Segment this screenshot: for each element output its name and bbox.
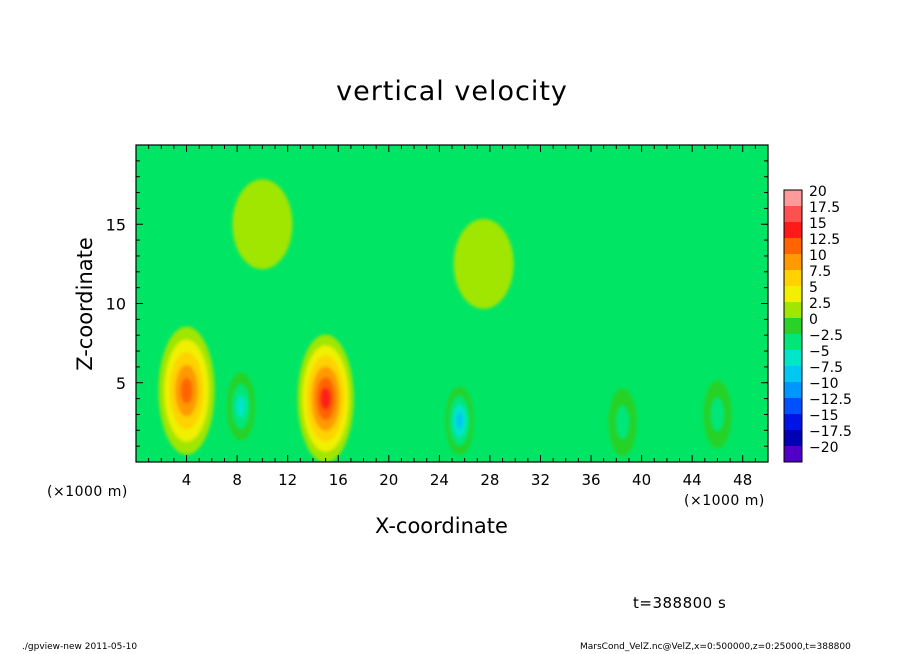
colorbar-swatch [784,366,802,383]
colorbar-label: 17.5 [809,200,840,216]
x-axis-label: X-coordinate [375,514,508,538]
colorbar-label: 12.5 [809,232,840,248]
feature-contour [615,405,630,440]
feature-4 [453,218,514,309]
colorbar: 2017.51512.5107.552.50−2.5−5−7.5−10−12.5… [783,184,852,463]
colorbar-label: −2.5 [809,328,843,344]
colorbar-label: 15 [809,216,827,232]
feature-contour [180,377,193,404]
x-tick-label: 44 [683,471,702,489]
colorbar-swatch [784,302,802,319]
feature-contour [456,412,464,430]
feature-contour [320,387,331,410]
feature-1 [297,334,354,462]
x-tick-label: 32 [531,471,550,489]
colorbar-swatch [784,446,802,463]
colorbar-label: −15 [809,408,839,424]
x-tick-label: 36 [581,471,600,489]
colorbar-swatch [784,350,802,367]
colorbar-swatch [784,334,802,351]
x-tick-label: 16 [329,471,348,489]
colorbar-swatch [784,286,802,303]
colorbar-label: 2.5 [809,296,831,312]
colorbar-label: −5 [809,344,830,360]
feature-5 [232,179,293,270]
x-tick-label: 28 [480,471,499,489]
y-axis-label: Z-coordinate [73,237,97,371]
chart-title: vertical velocity [336,76,568,107]
y-tick-label: 5 [116,374,126,393]
colorbar-label: 7.5 [809,264,831,280]
x-tick-label: 4 [182,471,192,489]
colorbar-label: −12.5 [809,392,852,408]
colorbar-swatch [784,270,802,287]
feature-7 [703,380,732,449]
colorbar-swatch [784,414,802,431]
time-label: t=388800 s [633,594,727,612]
x-tick-label: 40 [632,471,651,489]
feature-6 [608,388,637,457]
footer-right: MarsCond_VelZ.nc@VelZ,x=0:500000,z=0:250… [580,642,851,652]
colorbar-swatch [784,318,802,335]
colorbar-swatch [784,190,802,207]
colorbar-swatch [784,398,802,415]
feature-3 [445,386,474,455]
colorbar-label: 20 [809,184,827,200]
x-tick-label: 48 [733,471,752,489]
colorbar-label: −17.5 [809,424,852,440]
colorbar-label: −10 [809,376,839,392]
x-tick-label: 24 [430,471,449,489]
feature-contour [710,397,725,432]
feature-2 [226,372,255,441]
y-tick-label: 10 [106,295,126,314]
velocity-field [158,179,732,462]
colorbar-label: 10 [809,248,827,264]
colorbar-label: −7.5 [809,360,843,376]
feature-contour [453,218,514,309]
footer-left: ./gpview-new 2011-05-10 [22,642,138,652]
colorbar-label: 5 [809,280,818,296]
feature-0 [158,326,215,455]
colorbar-swatch [784,254,802,271]
y-tick-label: 15 [106,215,126,234]
colorbar-frame [783,189,803,463]
colorbar-swatch [784,382,802,399]
x-tick-label: 20 [379,471,398,489]
x-unit-label-left: (×1000 m) [47,484,128,500]
x-tick-label: 8 [232,471,242,489]
colorbar-label: −20 [809,440,839,456]
colorbar-swatch [784,206,802,223]
feature-contour [232,179,293,270]
colorbar-swatch [784,430,802,447]
colorbar-swatch [784,222,802,239]
x-unit-label-right: (×1000 m) [684,493,765,509]
colorbar-swatch [784,238,802,255]
feature-contour [236,395,246,418]
colorbar-label: 0 [809,312,818,328]
x-tick-label: 12 [278,471,297,489]
